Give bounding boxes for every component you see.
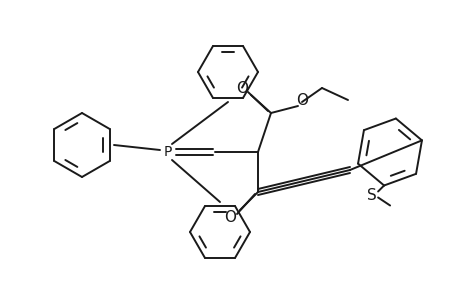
- Text: O: O: [295, 92, 308, 107]
- Text: S: S: [366, 188, 376, 203]
- Text: O: O: [235, 80, 247, 95]
- Text: P: P: [163, 145, 172, 159]
- Text: O: O: [224, 211, 235, 226]
